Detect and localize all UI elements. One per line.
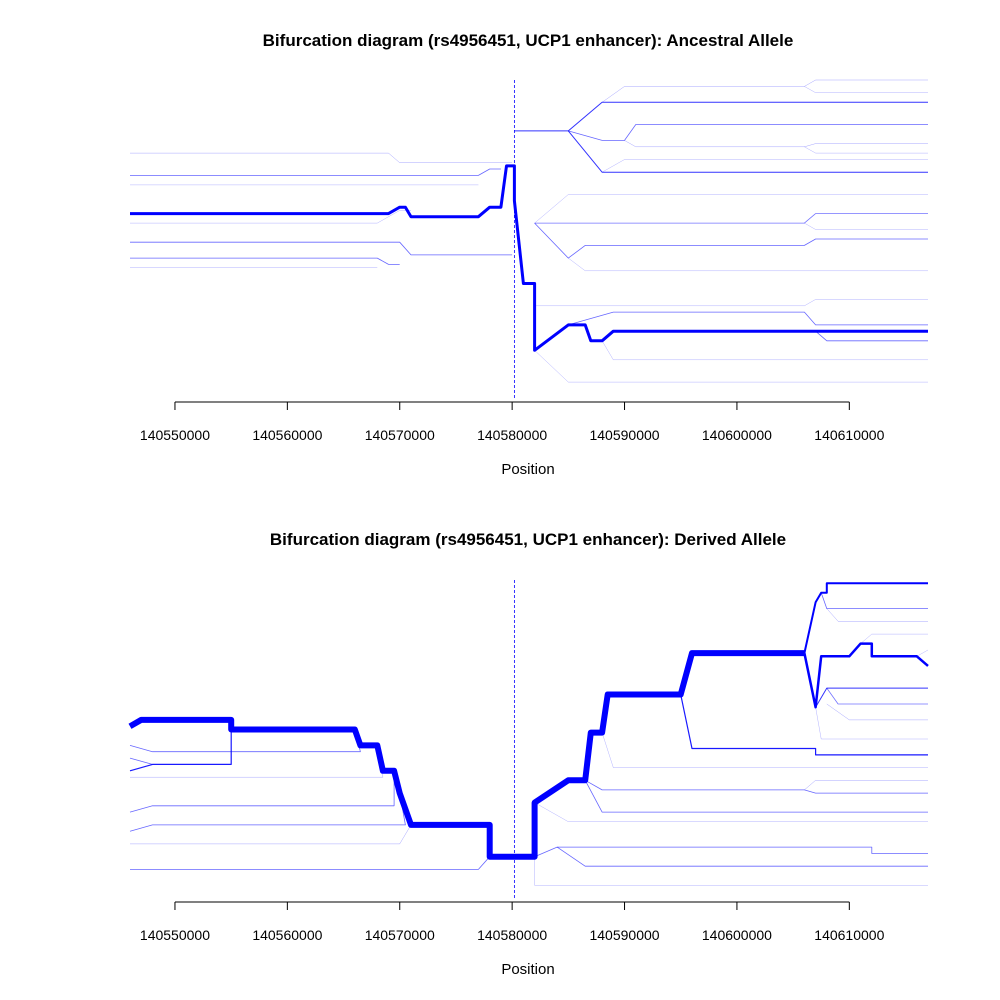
x-axis-label: Position [501, 961, 554, 978]
x-tick-label: 140560000 [252, 427, 322, 443]
branch-line-20 [129, 729, 232, 772]
branch-line-20 [568, 257, 928, 272]
x-axis-label: Position [501, 461, 554, 478]
branch-line-24 [129, 770, 395, 813]
branch-line-23 [130, 745, 384, 778]
branch-line-4 [826, 608, 928, 622]
branch-line-8 [514, 101, 928, 132]
branch-line-5 [130, 241, 513, 256]
x-tick-label: 140550000 [140, 927, 210, 943]
x-tick-label: 140600000 [702, 427, 772, 443]
x-tick-label: 140580000 [477, 927, 547, 943]
branch-line-2 [803, 582, 928, 654]
branch-line-25 [534, 350, 928, 383]
x-tick-label: 140550000 [140, 427, 210, 443]
branch-line-9 [826, 703, 928, 721]
branch-line-4 [130, 210, 411, 224]
branch-line-15 [584, 780, 928, 813]
x-tick-label: 140590000 [589, 427, 659, 443]
x-tick-label: 140600000 [702, 927, 772, 943]
x-tick-label: 140560000 [252, 927, 322, 943]
x-axis: 140550000 140560000 140570000 140580000 1405… [140, 401, 885, 443]
branch-line-18 [556, 846, 928, 867]
branch-line-6 [916, 649, 929, 657]
branch-line-0 [130, 152, 513, 163]
branch-line-22 [568, 311, 928, 326]
branch-line-25 [129, 793, 406, 832]
branch-line-6 [130, 257, 400, 265]
chart-title: Bifurcation diagram (rs4956451, UCP1 enh… [270, 530, 786, 549]
branch-line-17 [534, 213, 928, 224]
branch-line-16 [534, 194, 928, 224]
branch-line-0 [128, 650, 805, 860]
branch-line-12 [624, 140, 928, 148]
branch-line-23 [815, 330, 928, 342]
branch-line-14 [804, 780, 928, 791]
x-tick-label: 140610000 [814, 927, 884, 943]
branch-line-15 [601, 159, 928, 173]
branch-line-27 [130, 856, 490, 870]
x-tick-label: 140570000 [365, 927, 435, 943]
branch-line-1 [803, 642, 929, 709]
bifurcation-lines [128, 582, 929, 886]
branch-line-9 [601, 79, 928, 103]
panel-derived-allele: Bifurcation diagram (rs4956451, UCP1 enh… [128, 530, 929, 978]
x-tick-label: 140580000 [477, 427, 547, 443]
branch-line-1 [130, 168, 501, 176]
branch-line-24 [601, 340, 928, 361]
x-axis: 140550000 140560000 140570000 140580000 1405… [140, 901, 885, 943]
branch-line-10 [815, 707, 928, 740]
branch-line-13 [585, 779, 928, 794]
x-tick-label: 140590000 [589, 927, 659, 943]
branch-line-13 [804, 146, 928, 154]
chart-title: Bifurcation diagram (rs4956451, UCP1 enh… [263, 31, 794, 50]
branch-line-12 [601, 732, 928, 768]
branch-line-10 [804, 86, 928, 93]
panel-ancestral-allele: Bifurcation diagram (rs4956451, UCP1 enh… [130, 31, 928, 478]
branch-line-17 [534, 846, 928, 858]
branch-line-16 [534, 802, 928, 822]
x-tick-label: 140610000 [814, 427, 884, 443]
branch-line-11 [680, 694, 928, 756]
branch-line-8 [826, 687, 928, 705]
branch-line-11 [568, 124, 928, 141]
branch-line-21 [534, 299, 928, 307]
bifurcation-lines [130, 79, 928, 383]
branch-line-14 [567, 130, 928, 173]
branch-line-26 [130, 824, 412, 845]
branch-line-19 [534, 856, 928, 886]
branch-line-5 [860, 633, 928, 644]
x-tick-label: 140570000 [365, 427, 435, 443]
branch-line-18 [804, 222, 928, 230]
branch-line-19 [534, 222, 928, 259]
branch-line-3 [820, 592, 928, 609]
branch-line-21 [129, 757, 153, 765]
branch-line-22 [129, 729, 361, 753]
